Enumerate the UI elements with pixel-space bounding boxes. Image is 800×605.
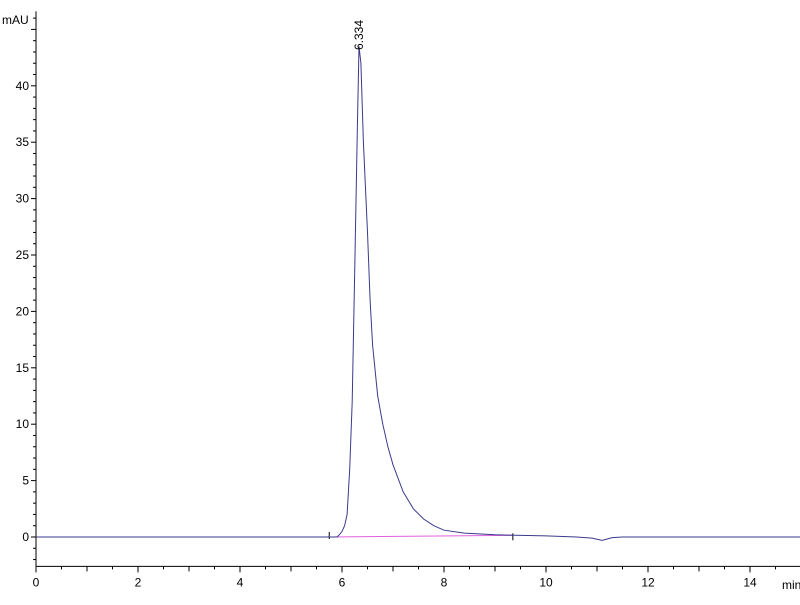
y-axis-label: mAU (2, 13, 29, 27)
x-tick-label: 0 (33, 575, 40, 589)
x-tick-label: 8 (441, 575, 448, 589)
y-tick-label: 30 (16, 192, 30, 206)
x-tick-label: 2 (135, 575, 142, 589)
x-tick-label: 10 (539, 575, 553, 589)
x-axis: 0 2 4 6 8 10 12 14 (33, 565, 800, 589)
y-tick-label: 10 (16, 417, 30, 431)
y-tick-label: 5 (22, 474, 29, 488)
x-tick-label: 4 (237, 575, 244, 589)
x-tick-label: 12 (641, 575, 655, 589)
integration-baseline (329, 534, 513, 538)
peak-label: 6.334 (352, 20, 366, 50)
x-axis-label: min (782, 578, 800, 592)
plot-area: 6.334 (36, 20, 800, 541)
y-tick-label: 15 (16, 361, 30, 375)
y-tick-label: 20 (16, 304, 30, 318)
x-tick-label: 6 (339, 575, 346, 589)
y-tick-label: 35 (16, 135, 30, 149)
chromatogram-trace (36, 46, 800, 541)
y-tick-label: 0 (22, 530, 29, 544)
y-tick-label: 25 (16, 248, 30, 262)
y-tick-label: 40 (16, 79, 30, 93)
y-axis: 0 5 10 15 20 25 30 35 40 (16, 11, 37, 567)
x-tick-label: 14 (743, 575, 757, 589)
